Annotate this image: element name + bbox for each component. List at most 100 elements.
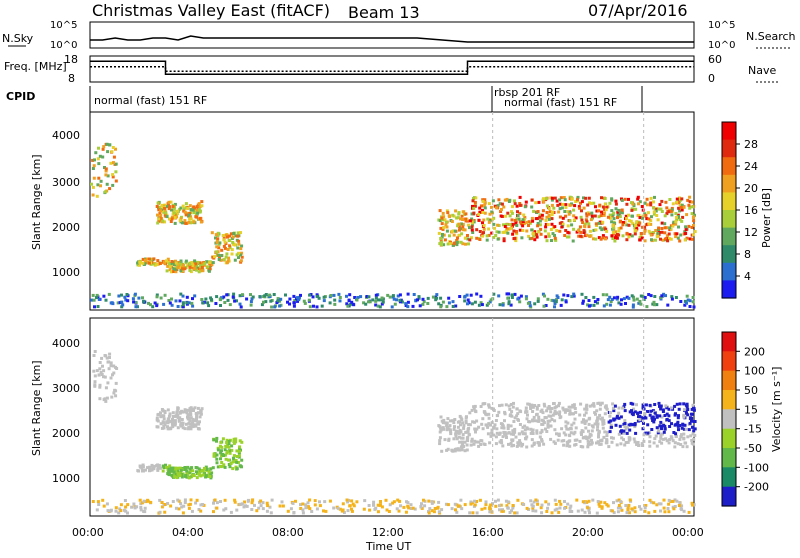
scatter-cell [322, 509, 325, 513]
scatter-cell [195, 268, 198, 272]
scatter-cell [685, 301, 688, 305]
scatter-cell [168, 420, 172, 424]
scatter-cell [658, 203, 662, 207]
scatter-cell [623, 197, 627, 201]
scatter-cell [676, 236, 680, 240]
scatter-cell [172, 270, 176, 273]
scatter-cell [449, 430, 453, 434]
scatter-cell [663, 510, 667, 514]
scatter-cell [560, 225, 564, 229]
colorbar-tick: 15 [744, 403, 758, 416]
scatter-cell [673, 441, 677, 445]
scatter-cell [479, 294, 483, 298]
scatter-cell [612, 501, 615, 505]
scatter-cell [269, 511, 273, 515]
scatter-cell [328, 499, 332, 503]
scatter-cell [106, 381, 110, 385]
scatter-cell [584, 426, 588, 430]
scatter-cell [164, 211, 168, 215]
scatter-cell [564, 229, 568, 232]
scatter-cell [547, 414, 551, 418]
scatter-cell [635, 297, 639, 301]
scatter-cell [481, 417, 485, 421]
scatter-cell [542, 442, 546, 446]
scatter-cell [470, 223, 474, 227]
scatter-cell [536, 502, 540, 506]
scatter-cell [663, 226, 667, 230]
scatter-cell [303, 301, 307, 305]
scatter-cell [690, 419, 693, 423]
scatter-cell [205, 467, 209, 471]
scatter-cell [540, 428, 544, 432]
scatter-cell [171, 500, 175, 503]
scatter-cell [632, 407, 636, 411]
scatter-cell [180, 505, 184, 509]
scatter-cell [387, 510, 391, 513]
scatter-cell [195, 412, 199, 415]
scatter-cell [686, 435, 690, 439]
scatter-cell [440, 222, 444, 226]
scatter-cell [114, 162, 118, 166]
scatter-cell [660, 227, 664, 230]
scatter-cell [197, 202, 201, 206]
cpid-entry-3: normal (fast) 151 RF [504, 96, 617, 109]
scatter-cell [628, 436, 632, 440]
scatter-cell [500, 202, 504, 206]
scatter-cell [553, 225, 557, 229]
scatter-cell [238, 302, 242, 306]
scatter-cell [535, 429, 539, 433]
scatter-cell [247, 498, 250, 502]
scatter-cell [667, 414, 671, 418]
scatter-cell [684, 225, 688, 229]
scatter-cell [228, 234, 232, 238]
scatter-cell [547, 213, 551, 217]
scatter-cell [628, 498, 632, 502]
scatter-cell [673, 445, 677, 449]
scatter-cell [513, 202, 517, 206]
scatter-cell [632, 207, 636, 211]
scatter-cell [422, 498, 425, 502]
nsearch-label: N.Search [746, 30, 796, 43]
scatter-cell [648, 444, 652, 448]
scatter-cell [539, 506, 543, 510]
scatter-cell [541, 411, 545, 415]
scatter-cell [430, 500, 434, 504]
scatter-cell [177, 418, 181, 422]
scatter-cell [531, 410, 535, 413]
scatter-cell [602, 435, 606, 439]
scatter-cell [554, 405, 558, 409]
scatter-cell [180, 472, 184, 476]
colorbar-swatch [722, 448, 736, 468]
scatter-cell [95, 296, 98, 300]
scatter-cell [667, 510, 671, 514]
scatter-cell [235, 253, 239, 257]
scatter-cell [231, 295, 235, 299]
scatter-cell [569, 431, 573, 435]
scatter-cell [516, 412, 520, 416]
scatter-cell [454, 429, 458, 433]
scatter-cell [578, 206, 582, 210]
scatter-cell [485, 303, 489, 307]
scatter-cell [162, 302, 166, 306]
scatter-cell [452, 437, 456, 441]
scatter-cell [516, 441, 520, 445]
scatter-cell [600, 401, 604, 405]
scatter-cell [200, 469, 203, 472]
scatter-cell [590, 403, 594, 407]
scatter-cell [572, 227, 576, 231]
scatter-cell [230, 237, 234, 240]
scatter-cell [106, 509, 110, 513]
scatter-cell [114, 170, 118, 174]
scatter-cell [630, 208, 634, 212]
scatter-cell [262, 300, 265, 304]
scatter-cell [649, 409, 653, 413]
scatter-cell [544, 500, 548, 504]
scatter-cell [225, 451, 229, 455]
scatter-cell [493, 423, 497, 427]
scatter-cell [513, 292, 517, 296]
scatter-cell [647, 217, 651, 221]
scatter-cell [566, 502, 570, 506]
scatter-cell [502, 426, 506, 430]
scatter-cell [345, 498, 349, 502]
scatter-cell [588, 201, 591, 205]
